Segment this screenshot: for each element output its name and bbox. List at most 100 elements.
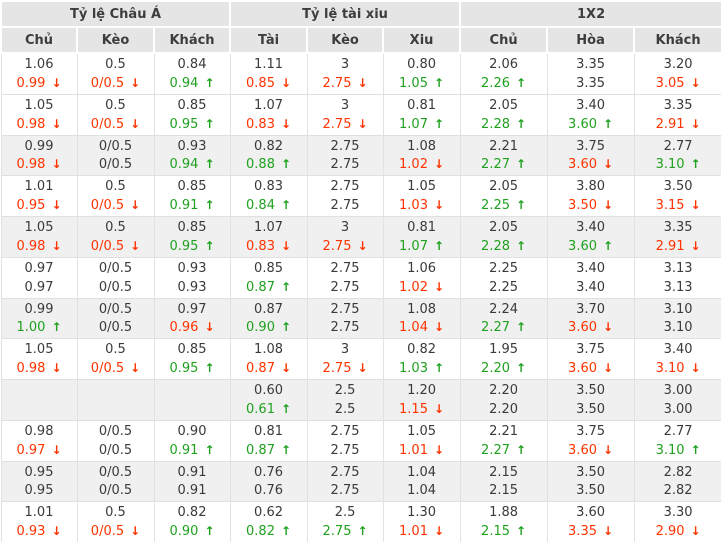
live-odds-value: 0.87 [246,361,275,377]
odds-row-9-live: 0.61 ↑ 2.5 1.15 ↓ 2.20 3.50 3.00 [0,399,721,421]
trend-down-icon: ↓ [603,524,614,539]
trend-up-icon: ↑ [516,442,527,457]
live-odds-value: 1.04 [399,320,428,336]
odds-row-3-live: 0.98 ↓ 0/0.5 0.94 ↑ 0.88 ↑ 2.75 1.02 ↓ 2.27 ↑ 3.60 ↓ 3… [0,155,721,176]
live-odds-cell: 0.95 ↑ [153,114,231,136]
opening-odds-value: 3.35 [576,56,606,72]
opening-odds-value: 0.91 [177,464,207,480]
opening-odds-cell: 0.85 [153,216,231,237]
live-odds-value: 0.93 [177,279,207,295]
opening-odds-cell: 0.95 [0,460,78,482]
live-odds-cell: 0.88 ↑ [229,155,308,176]
group-header-row: Tỷ lệ Châu Á Tỷ lệ tài xiu 1X2 [0,0,721,28]
trend-down-icon: ↓ [357,238,368,253]
opening-odds-value: 2.06 [489,56,519,72]
opening-odds-value: 0/0.5 [98,423,133,439]
trend-down-icon: ↓ [280,238,292,253]
live-odds-cell: 0.95 ↓ [0,196,78,217]
trend-down-icon: ↓ [690,524,701,539]
opening-odds-value: 3 [340,342,350,358]
opening-odds-value: 0.85 [177,179,207,195]
opening-odds-value: 0.84 [177,56,207,72]
odds-row-6-live: 0.97 0/0.5 0.93 0.87 ↑ 2.75 1.02 ↓ 2.25 3.40 3.13 [0,277,721,299]
opening-odds-cell: 0.85 [153,93,231,115]
opening-odds-cell: 1.08 [382,297,461,319]
live-odds-value: 1.04 [407,483,437,499]
live-odds-cell: 3.00 [633,399,721,421]
live-odds-value: 3.35 [576,75,606,91]
opening-odds-value: 2.82 [663,464,693,480]
trend-up-icon: ↑ [280,401,292,416]
opening-odds-cell: 1.05 [0,93,78,115]
live-odds-cell: 0/0.5 [76,318,155,339]
trend-down-icon: ↓ [433,401,445,416]
live-odds-cell: 2.25 ↑ [459,196,548,217]
opening-odds-value: 3.75 [576,423,606,439]
trend-down-icon: ↓ [130,238,141,253]
live-odds-value: 0.98 [16,157,46,173]
trend-up-icon: ↑ [516,75,527,90]
live-odds-cell: 1.01 ↓ [382,522,461,542]
trend-down-icon: ↓ [51,361,62,376]
opening-odds-cell: 3.35 [546,52,635,74]
opening-odds-cell: 2.20 [459,379,548,400]
opening-odds-cell: 1.06 [382,256,461,278]
live-odds-cell: 0/0.5 [76,481,155,502]
live-odds-value: 3.60 [568,157,597,173]
trend-up-icon: ↑ [204,157,215,172]
opening-odds-value: 2.21 [489,423,519,439]
col-header-ou-line: Kèo [306,26,385,54]
live-odds-value: 1.07 [399,238,428,254]
live-odds-cell: 0.98 ↓ [0,114,78,136]
live-odds-value: 0/0.5 [90,524,125,540]
live-odds-cell: 1.07 ↑ [382,236,461,258]
opening-odds-cell: 1.07 [229,93,308,115]
opening-odds-value: 1.05 [24,97,54,113]
live-odds-value: 0/0.5 [98,157,133,173]
trend-up-icon: ↑ [516,157,527,172]
live-odds-cell: 1.03 ↓ [382,196,461,217]
live-odds-cell: 2.75 ↓ [306,359,384,380]
opening-odds-value: 2.77 [663,138,693,154]
live-odds-cell: 3.15 ↓ [633,196,721,217]
odds-row-9-opening: 0.60 2.5 1.20 2.20 3.50 3.00 [0,379,721,400]
live-odds-cell: 0/0.5 ↓ [76,73,155,95]
opening-odds-cell: 2.25 [459,256,548,278]
trend-down-icon: ↓ [51,524,62,539]
live-odds-value: 0/0.5 [98,483,133,499]
opening-odds-value: 3.40 [576,97,606,113]
opening-odds-cell: 3.40 [546,93,635,115]
live-odds-cell: 1.02 ↓ [382,277,461,299]
live-odds-value: 2.82 [663,483,693,499]
live-odds-cell: 1.04 ↓ [382,318,461,339]
live-odds-cell: 3.60 ↓ [546,318,635,339]
opening-odds-cell: 0.60 [229,379,308,400]
live-odds-cell: 0.83 ↓ [229,114,308,136]
live-odds-cell: 0.83 ↓ [229,236,308,258]
opening-odds-value: 0.82 [177,505,207,521]
opening-odds-value: 3.30 [663,505,693,521]
trend-down-icon: ↓ [280,116,292,131]
odds-row-6-opening: 0.97 0/0.5 0.93 0.85 2.75 1.06 2.25 3.40 3.13 [0,256,721,278]
opening-odds-value: 1.05 [24,220,54,236]
opening-odds-cell: 0.5 [76,93,155,115]
live-odds-value: 2.75 [330,279,360,295]
live-odds-value: 3.60 [568,238,597,254]
odds-row-5-opening: 1.05 0.5 0.85 1.07 3 0.81 2.05 3.40 3.35 [0,216,721,237]
live-odds-cell: 2.15 [459,481,548,502]
live-odds-cell: 2.75 ↑ [306,522,384,542]
live-odds-value: 0.97 [24,279,54,295]
opening-odds-cell: 0/0.5 [76,256,155,278]
opening-odds-cell: 2.05 [459,93,548,115]
live-odds-cell: 0.98 ↓ [0,155,78,176]
trend-up-icon: ↑ [690,157,701,172]
opening-odds-cell: 2.21 [459,134,548,156]
live-odds-value: 2.27 [481,442,510,458]
opening-odds-value: 3.75 [576,138,606,154]
opening-odds-cell: 1.06 [0,52,78,74]
opening-odds-value: 1.08 [407,138,437,154]
live-odds-cell: 3.60 ↑ [546,236,635,258]
opening-odds-cell: 0.5 [76,175,155,197]
live-odds-cell: 0.97 ↓ [0,440,78,462]
